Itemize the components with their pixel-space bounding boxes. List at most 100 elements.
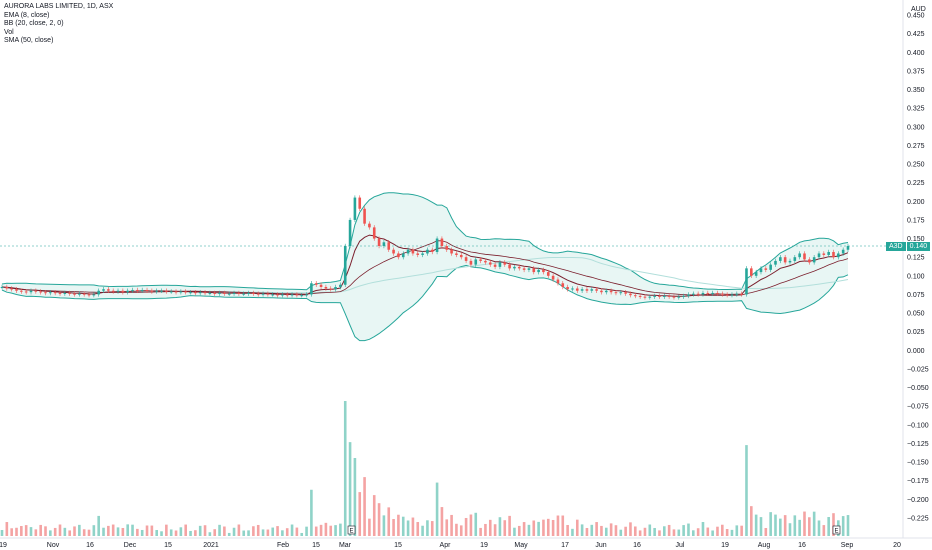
- candle-body: [169, 291, 173, 293]
- volume-bar: [503, 520, 507, 536]
- volume-bar: [450, 514, 453, 536]
- volume-bar: [276, 526, 279, 536]
- candle-body: [324, 286, 328, 289]
- candle-body: [604, 290, 608, 293]
- y-tick-label: 0.100: [907, 273, 925, 280]
- candle-body: [716, 292, 719, 294]
- sma-50-line: [1, 257, 849, 294]
- volume-bar: [721, 524, 724, 536]
- volume-bar: [532, 520, 536, 536]
- bb-upper-line: [1, 192, 849, 291]
- legend-indicator-bb[interactable]: BB (20, close, 2, 0): [4, 20, 64, 27]
- volume-bar: [788, 523, 792, 536]
- x-tick-label: Jul: [676, 542, 685, 549]
- candle-body: [633, 295, 637, 297]
- candle-body: [667, 295, 671, 297]
- candle-body: [672, 296, 676, 298]
- volume-bar: [227, 532, 231, 536]
- candle-body: [614, 292, 618, 294]
- candle-body: [208, 292, 212, 294]
- candle-body: [846, 246, 850, 250]
- candle-body: [808, 259, 811, 263]
- y-tick-label: 0.450: [907, 13, 925, 20]
- volume-bar: [653, 527, 656, 536]
- candle-body: [189, 292, 192, 294]
- volume-bar: [609, 523, 613, 536]
- legend-indicator-vol[interactable]: Vol: [4, 28, 14, 36]
- volume-bar: [692, 530, 695, 536]
- volume-bar: [107, 525, 110, 536]
- candle-body: [503, 262, 507, 265]
- candle-body: [682, 295, 685, 297]
- volume-bar: [78, 524, 81, 536]
- volume-bar: [372, 495, 376, 536]
- volume-bar: [343, 401, 347, 536]
- candle-body: [662, 295, 666, 297]
- candle-body: [832, 251, 835, 258]
- candle-body: [203, 292, 207, 294]
- y-tick-label: 0.075: [907, 292, 925, 299]
- candle-body: [92, 294, 96, 296]
- candle-body: [488, 262, 492, 265]
- candle-body: [300, 295, 304, 297]
- volume-bar: [793, 515, 797, 536]
- y-tick-label: 0.425: [907, 31, 925, 38]
- candle-body: [803, 253, 806, 260]
- volume-bar: [87, 529, 91, 536]
- candle-body: [392, 249, 395, 254]
- volume-bar: [53, 527, 57, 536]
- volume-bar: [310, 489, 313, 536]
- legend-indicator-sma[interactable]: SMA (50, close): [4, 37, 54, 44]
- candle-body: [735, 293, 739, 295]
- candle-body: [305, 294, 308, 296]
- volume-bar: [97, 515, 100, 536]
- volume-bar: [808, 517, 811, 536]
- volume-bar: [334, 525, 337, 536]
- legend-indicator-ema[interactable]: EMA (8, close): [4, 11, 50, 19]
- volume-bar: [314, 526, 318, 536]
- candle-body: [397, 253, 400, 258]
- volume-bar: [116, 527, 120, 536]
- y-tick-label: 0.225: [907, 180, 925, 187]
- y-tick-label: −0.100: [907, 422, 929, 429]
- volume-bar: [696, 528, 700, 536]
- candle-body: [546, 272, 550, 276]
- volume-bar: [358, 492, 362, 536]
- volume-bar: [633, 526, 637, 536]
- volume-bar: [63, 527, 67, 536]
- volume-bar: [131, 524, 134, 536]
- y-tick-label: 0.350: [907, 87, 925, 94]
- volume-bar: [281, 530, 284, 536]
- candle-body: [319, 284, 323, 287]
- candle-body: [798, 253, 801, 258]
- candle-body: [426, 249, 429, 254]
- candle-body: [247, 292, 250, 294]
- y-tick-label: 0.025: [907, 329, 925, 336]
- candle-body: [78, 293, 81, 295]
- x-tick-label: Feb: [277, 542, 289, 549]
- x-tick-label: 16: [633, 542, 641, 549]
- volume-bar: [426, 520, 429, 536]
- volume-bar: [769, 512, 772, 536]
- volume-bar: [184, 524, 188, 536]
- candle-body: [653, 295, 656, 297]
- candle-body: [126, 290, 129, 293]
- candle-body: [619, 292, 623, 294]
- volume-bar: [223, 526, 226, 536]
- candle-body: [363, 208, 366, 224]
- candle-body: [58, 292, 62, 294]
- candle-body: [295, 294, 299, 296]
- candle-body: [793, 257, 797, 261]
- x-tick-label: Dec: [124, 542, 137, 549]
- candle-body: [184, 291, 188, 293]
- candle-body: [116, 290, 120, 292]
- candle-body: [484, 260, 487, 263]
- candle-body: [445, 246, 449, 250]
- candle-body: [348, 219, 352, 247]
- volume-bar: [764, 527, 768, 536]
- volume-bar: [445, 519, 449, 536]
- candle-body: [266, 293, 270, 295]
- current-price: 0.140: [906, 242, 931, 251]
- volume-bar: [745, 445, 748, 536]
